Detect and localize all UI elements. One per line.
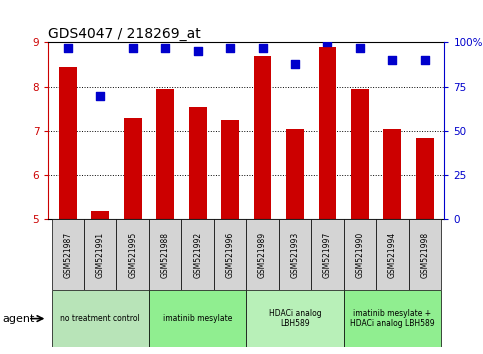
Point: [259, 45, 267, 51]
Bar: [149, 290, 246, 347]
Bar: [311, 219, 344, 290]
Text: GSM521989: GSM521989: [258, 232, 267, 278]
Bar: [246, 219, 279, 290]
Point: [291, 61, 299, 67]
Point: [421, 57, 429, 63]
Point: [324, 40, 331, 45]
Bar: [84, 219, 116, 290]
Text: GSM521996: GSM521996: [226, 232, 235, 278]
Bar: [52, 290, 149, 347]
Text: imatinib mesylate +
HDACi analog LBH589: imatinib mesylate + HDACi analog LBH589: [350, 309, 435, 328]
Text: GSM521992: GSM521992: [193, 232, 202, 278]
Text: GSM521994: GSM521994: [388, 232, 397, 278]
Point: [97, 93, 104, 98]
Point: [226, 45, 234, 51]
Text: no treatment control: no treatment control: [60, 314, 140, 323]
Bar: [52, 219, 84, 290]
Point: [388, 57, 396, 63]
Bar: [124, 118, 142, 354]
Text: agent: agent: [2, 314, 35, 324]
Text: GSM521995: GSM521995: [128, 232, 137, 278]
Bar: [254, 56, 271, 354]
Bar: [182, 219, 214, 290]
Point: [64, 45, 71, 51]
Text: GSM521998: GSM521998: [420, 232, 429, 278]
Bar: [376, 219, 409, 290]
Text: GSM521997: GSM521997: [323, 232, 332, 278]
Point: [356, 45, 364, 51]
Bar: [156, 89, 174, 354]
Text: GSM521988: GSM521988: [161, 232, 170, 278]
Text: GSM521993: GSM521993: [291, 232, 299, 278]
Bar: [344, 290, 441, 347]
Bar: [319, 47, 337, 354]
Text: GDS4047 / 218269_at: GDS4047 / 218269_at: [48, 28, 201, 41]
Bar: [116, 219, 149, 290]
Bar: [409, 219, 441, 290]
Bar: [344, 219, 376, 290]
Text: GSM521990: GSM521990: [355, 232, 365, 278]
Bar: [351, 89, 369, 354]
Point: [194, 48, 201, 54]
Bar: [189, 107, 207, 354]
Bar: [91, 211, 109, 354]
Point: [161, 45, 169, 51]
Bar: [221, 120, 239, 354]
Text: HDACi analog
LBH589: HDACi analog LBH589: [269, 309, 321, 328]
Point: [129, 45, 137, 51]
Bar: [416, 138, 434, 354]
Bar: [279, 219, 311, 290]
Text: GSM521987: GSM521987: [63, 232, 72, 278]
Bar: [149, 219, 182, 290]
Bar: [286, 129, 304, 354]
Text: imatinib mesylate: imatinib mesylate: [163, 314, 232, 323]
Bar: [59, 67, 77, 354]
Bar: [384, 129, 401, 354]
Text: GSM521991: GSM521991: [96, 232, 105, 278]
Bar: [214, 219, 246, 290]
Bar: [246, 290, 344, 347]
